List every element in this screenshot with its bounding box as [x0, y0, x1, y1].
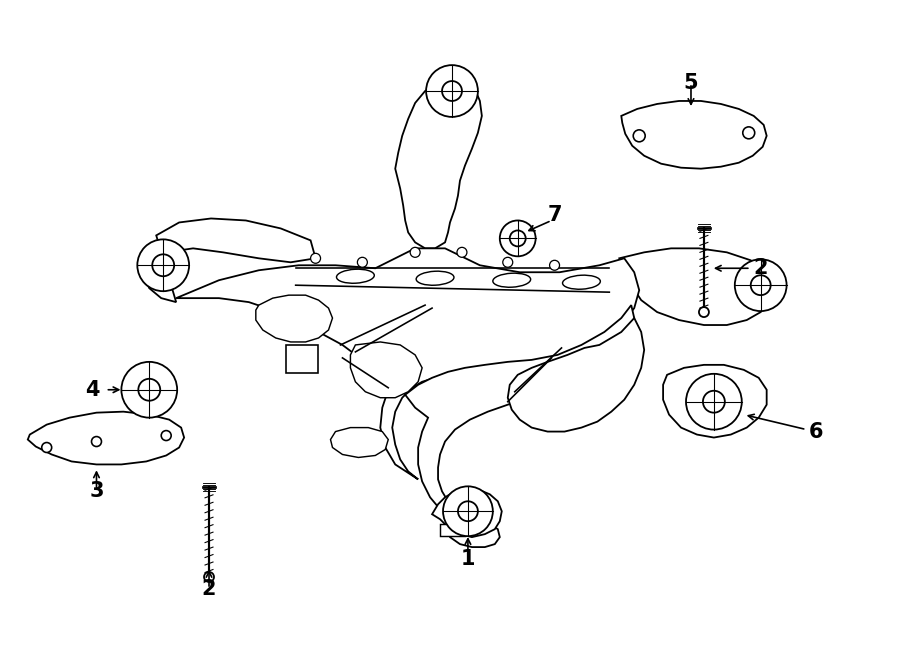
Circle shape [443, 487, 493, 536]
Circle shape [204, 572, 214, 582]
Circle shape [742, 127, 755, 139]
Circle shape [751, 275, 770, 295]
Text: 5: 5 [684, 73, 698, 93]
Polygon shape [619, 248, 774, 325]
Circle shape [509, 230, 526, 246]
Ellipse shape [493, 273, 531, 287]
Polygon shape [176, 248, 639, 479]
Text: 6: 6 [808, 422, 823, 442]
Ellipse shape [337, 269, 374, 283]
Circle shape [92, 436, 102, 446]
Polygon shape [663, 365, 767, 438]
Text: 2: 2 [202, 579, 216, 599]
Text: 4: 4 [85, 380, 100, 400]
Polygon shape [28, 412, 184, 465]
Polygon shape [432, 489, 502, 537]
Circle shape [310, 254, 320, 263]
Text: 1: 1 [461, 549, 475, 569]
Polygon shape [508, 318, 644, 432]
Text: 3: 3 [89, 481, 104, 501]
Text: 7: 7 [547, 205, 562, 226]
Circle shape [686, 374, 742, 430]
Text: 2: 2 [753, 258, 769, 278]
Circle shape [442, 81, 462, 101]
Circle shape [699, 307, 709, 317]
Circle shape [634, 130, 645, 142]
Polygon shape [405, 305, 634, 547]
Polygon shape [395, 79, 482, 248]
Circle shape [457, 248, 467, 258]
Circle shape [152, 254, 175, 276]
Circle shape [734, 260, 787, 311]
Circle shape [410, 248, 420, 258]
Polygon shape [256, 295, 332, 342]
Polygon shape [350, 342, 422, 398]
FancyBboxPatch shape [285, 345, 318, 373]
Circle shape [500, 220, 536, 256]
Circle shape [139, 379, 160, 401]
Circle shape [703, 391, 724, 412]
Polygon shape [143, 218, 316, 302]
Circle shape [550, 260, 560, 270]
Polygon shape [330, 428, 388, 457]
Polygon shape [621, 101, 767, 169]
Circle shape [138, 240, 189, 291]
FancyBboxPatch shape [440, 524, 465, 536]
Circle shape [161, 430, 171, 440]
Ellipse shape [562, 275, 600, 289]
Circle shape [122, 362, 177, 418]
Circle shape [458, 501, 478, 521]
Circle shape [426, 65, 478, 117]
Ellipse shape [416, 271, 454, 285]
Circle shape [41, 442, 51, 453]
Circle shape [357, 258, 367, 267]
Circle shape [503, 258, 513, 267]
